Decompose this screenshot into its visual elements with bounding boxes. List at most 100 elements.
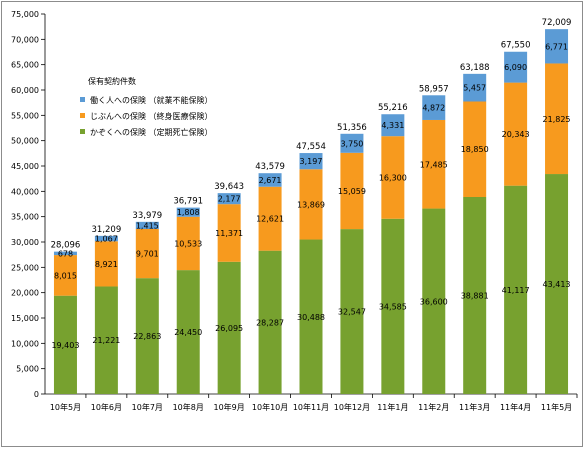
bar-total-label: 43,579 [255,162,285,172]
bar-value-label: 11,371 [215,229,243,238]
bar-segment [135,278,159,394]
y-tick-label: 35,000 [11,213,39,222]
bar-segment [463,73,487,102]
bar-segment [176,216,200,271]
y-tick-label: 0 [34,390,39,399]
bar-value-label: 4,331 [381,121,404,130]
y-tick-label: 55,000 [11,111,39,120]
bar-value-label: 43,413 [543,280,571,289]
x-tick-label: 11年4月 [500,402,531,412]
bar-value-label: 3,750 [340,139,363,148]
bar-value-label: 8,921 [95,260,118,269]
legend-title: 保有契約件数 [88,76,136,86]
y-tick-label: 30,000 [11,238,39,247]
bar-total-label: 28,096 [51,241,81,251]
bar-value-label: 41,117 [502,286,530,295]
bar-value-label: 12,621 [256,215,284,224]
legend-entry: 働く人への保険 （就業不能保険） [90,95,213,105]
bar-total-label: 72,009 [542,18,572,28]
bar-value-label: 19,403 [51,341,79,350]
bar-segment [504,185,528,394]
y-tick-label: 50,000 [11,137,39,146]
bar-segment [53,251,77,256]
x-tick-label: 11年1月 [377,402,408,412]
bar-segment [381,114,405,137]
y-tick-label: 70,000 [11,35,39,44]
bar-total-label: 63,188 [460,63,490,73]
bar-total-label: 67,550 [501,41,531,51]
bar-total-label: 31,209 [92,225,122,235]
bar-segment [94,235,118,242]
bar-value-label: 2,671 [259,176,282,185]
bar-value-label: 1,067 [95,235,118,244]
y-tick-label: 45,000 [11,162,39,171]
bar-segment [504,51,528,83]
bar-total-label: 58,957 [419,84,449,94]
y-tick-label: 40,000 [11,187,39,196]
bar-segment [299,153,323,170]
y-tick-label: 5,000 [16,365,39,374]
bar-segment [217,204,241,262]
bar-segment [463,197,487,394]
bar-value-label: 32,547 [338,308,366,317]
bar-total-label: 33,979 [132,211,162,221]
y-tick-label: 15,000 [11,314,39,323]
bar-value-label: 678 [58,249,73,258]
bar-value-label: 4,872 [422,104,445,113]
bar-segment [545,29,569,64]
y-tick-label: 25,000 [11,263,39,272]
bar-segment [504,82,528,186]
bar-segment [381,136,405,219]
x-tick-label: 11年2月 [418,402,449,412]
legend-swatch [80,97,85,102]
bar-segment [299,169,323,240]
bar-value-label: 24,450 [174,328,202,337]
y-tick-label: 60,000 [11,86,39,95]
bar-segment [340,133,364,153]
bar-total-label: 39,643 [214,182,244,192]
bar-segment [422,119,446,209]
bar-value-label: 9,701 [136,250,159,259]
bar-segment [217,193,241,205]
legend-entry: じぶんへの保険 （終身医療保険） [90,111,213,121]
y-tick-label: 10,000 [11,339,39,348]
bar-value-label: 6,771 [545,42,568,51]
bar-total-label: 36,791 [173,197,203,207]
y-tick-label: 65,000 [11,61,39,70]
legend-entry: かぞくへの保険 （定期死亡保険） [90,127,213,137]
bar-value-label: 2,177 [218,195,241,204]
bar-segment [545,63,569,175]
bar-value-label: 20,343 [502,130,530,139]
bar-total-label: 51,356 [337,123,367,133]
bar-segment [422,208,446,394]
bar-segment [217,261,241,394]
bar-segment [176,270,200,394]
bar-segment [422,95,446,120]
x-tick-label: 10年11月 [293,402,329,412]
bar-value-label: 36,600 [420,297,448,306]
x-tick-label: 10年9月 [214,402,245,412]
bar-segment [53,255,77,296]
bar-value-label: 21,825 [543,115,571,124]
bar-segment [176,207,200,217]
bar-value-label: 5,457 [463,84,486,93]
bar-segment [381,218,405,394]
bar-segment [53,295,77,394]
bar-segment [258,186,282,251]
bar-value-label: 16,300 [379,173,407,182]
y-tick-label: 75,000 [11,10,39,19]
bar-value-label: 22,863 [133,332,161,341]
bar-value-label: 10,533 [174,239,202,248]
bar-value-label: 26,095 [215,324,243,333]
x-tick-label: 11年5月 [541,402,572,412]
bar-value-label: 18,850 [461,145,489,154]
bar-segment [299,239,323,394]
bar-segment [135,229,159,279]
bar-total-label: 55,216 [378,103,408,113]
x-tick-label: 10年8月 [173,402,204,412]
y-tick-label: 20,000 [11,289,39,298]
bar-value-label: 6,090 [504,63,527,72]
bar-value-label: 30,488 [297,313,325,322]
bar-value-label: 17,485 [420,160,448,169]
